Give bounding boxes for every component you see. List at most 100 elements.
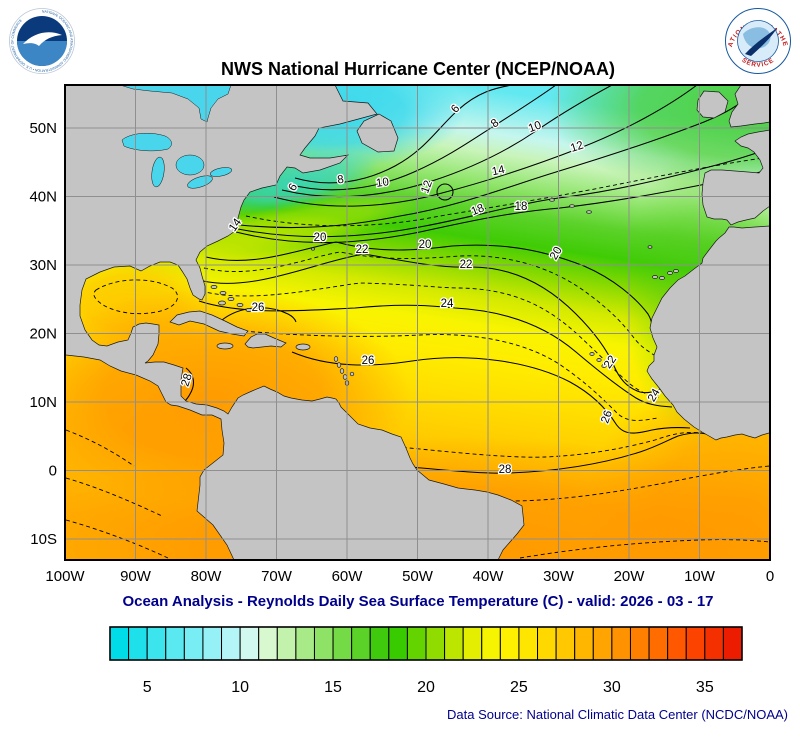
isotherm-contour [183, 367, 195, 403]
island [569, 204, 575, 208]
colorbar-cell [258, 626, 278, 661]
colorbar-cell [629, 626, 650, 661]
colorbar-tick-label: 5 [143, 679, 152, 696]
figure-title: NWS National Hurricane Center (NCEP/NOAA… [221, 59, 615, 79]
colorbar-cell [388, 626, 408, 661]
lake-ontario [209, 167, 233, 177]
colorbar-tick-label: 15 [324, 679, 342, 696]
island [219, 291, 227, 295]
y-axis-latitude: 50N 40N 30N 20N 10N 0 10S [29, 120, 57, 548]
island [549, 198, 555, 202]
colorbar-cell [425, 626, 446, 661]
colorbar-ticks: 5 10 15 20 25 30 35 [143, 679, 714, 696]
colorbar [109, 626, 743, 661]
x-axis-tick-label: 70W [261, 568, 293, 585]
isotherm-contour-dashed [93, 279, 178, 315]
colorbar-tick-label: 20 [417, 679, 435, 696]
colorbar-cell [128, 626, 148, 661]
isotherm-contour [273, 85, 698, 207]
island [210, 285, 218, 289]
inland-water [119, 85, 233, 189]
colorbar-cell [499, 626, 520, 661]
isotherm-contour [205, 241, 653, 328]
hudson-bay [119, 85, 232, 123]
island [227, 297, 235, 301]
colorbar-cell [611, 626, 631, 661]
colorbar-frame [109, 626, 743, 661]
island [349, 371, 355, 377]
isotherm-contour-dashed [519, 539, 770, 559]
lake-huron [175, 154, 205, 176]
colorbar-cell [313, 626, 334, 661]
isotherm-contour [237, 146, 770, 238]
isotherm-label: 10 [375, 176, 389, 190]
lake-michigan [151, 156, 165, 188]
region-iberia-france [701, 129, 770, 226]
isotherm-contour-dashed [65, 429, 135, 467]
y-axis-tick-label: 50N [29, 120, 57, 137]
island [601, 364, 607, 368]
island [311, 247, 315, 251]
map-frame [64, 84, 771, 561]
island-ireland [696, 90, 729, 119]
y-axis-tick-label: 0 [49, 463, 57, 480]
isotherm-label: 20 [314, 232, 327, 244]
graticule [65, 85, 770, 560]
colorbar-cell [462, 626, 483, 661]
island [336, 362, 342, 368]
island [339, 368, 345, 374]
island [218, 300, 226, 306]
colorbar-cell [685, 626, 706, 661]
colorbar-cell [351, 626, 371, 661]
x-axis-tick-label: 20W [614, 568, 646, 585]
island [659, 276, 665, 280]
colorbar-cell [667, 626, 687, 661]
colorbar-cell [332, 626, 353, 661]
colorbar-cell [109, 626, 130, 661]
x-axis-longitude: 100W 90W 80W 70W 60W 50W 40W 30W 20W 10W 0 [45, 568, 774, 585]
island [586, 210, 592, 214]
y-axis-tick-label: 40N [29, 189, 57, 206]
isotherm-contour [294, 85, 513, 184]
isotherm-contour [198, 300, 673, 408]
colorbar-cell [574, 626, 594, 661]
isotherm-label: 20 [419, 239, 432, 251]
nws-bird-icon [745, 28, 777, 56]
colorbar-cell [704, 626, 724, 661]
isotherm-contour [239, 95, 749, 229]
isotherm-label: 24 [441, 298, 454, 310]
island-hispaniola [244, 333, 287, 349]
data-source-credit: Data Source: National Climatic Data Cent… [447, 707, 788, 722]
y-axis-tick-label: 30N [29, 257, 57, 274]
noaa-seagull-icon [23, 32, 62, 46]
isotherm-contour [287, 85, 557, 191]
isotherm-label: 22 [460, 259, 473, 271]
small-islands [210, 198, 679, 386]
colorbar-cell [406, 626, 427, 661]
noaa-logo: NATIONAL OCEANIC AND ATMOSPHERIC ADMINIS… [9, 8, 75, 74]
island [333, 356, 339, 362]
isotherm-contour-dashed [245, 156, 770, 227]
continent-americas [65, 85, 525, 560]
isotherm-label: 8 [337, 174, 345, 187]
island [652, 275, 658, 279]
isotherm-label: 26 [599, 409, 615, 425]
isotherm-contour-dashed [65, 477, 163, 517]
island [245, 308, 253, 312]
colorbar-cell [592, 626, 613, 661]
colorbar-cell [648, 626, 669, 661]
x-axis-tick-label: 30W [543, 568, 575, 585]
isotherm-contour-dashed [203, 251, 655, 356]
colorbar-cell [369, 626, 390, 661]
colorbar-cell [146, 626, 167, 661]
colorbar-cell [202, 626, 223, 661]
x-axis-tick-label: 40W [473, 568, 505, 585]
island [673, 269, 679, 273]
isotherm-label: 28 [499, 464, 512, 476]
island [216, 342, 234, 350]
isotherm-contour [202, 253, 661, 394]
island [236, 303, 244, 307]
